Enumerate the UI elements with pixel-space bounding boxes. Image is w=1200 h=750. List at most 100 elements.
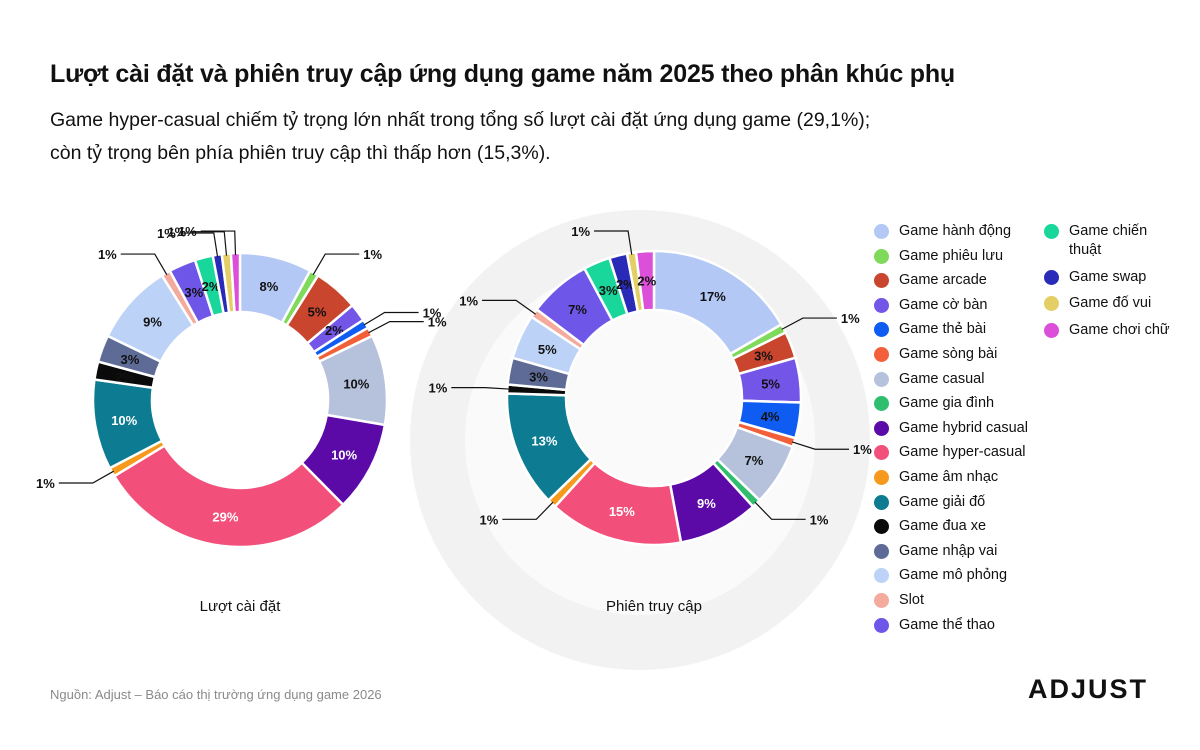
subtitle-line-1: Game hyper-casual chiếm tỷ trọng lớn nhấ…	[50, 109, 871, 131]
leader-line	[179, 232, 219, 257]
data-label: 1%	[167, 225, 186, 240]
legend-item: Game đố vui	[1044, 294, 1179, 313]
data-label: 1%	[429, 381, 448, 396]
data-label: 7%	[745, 453, 764, 468]
leader-line	[451, 386, 510, 390]
data-label: 1%	[423, 305, 442, 320]
data-label: 8%	[260, 279, 279, 294]
data-label: 10%	[331, 447, 357, 462]
legend-column-1: Game hành động Game phiêu lưu Game arcade G…	[874, 222, 1028, 640]
legend-swatch	[874, 568, 889, 584]
leader-line	[502, 501, 554, 520]
leader-line	[368, 321, 424, 334]
legend-label: Game thể thao	[899, 616, 995, 633]
legend-swatch	[874, 297, 889, 313]
data-label: 1%	[157, 226, 176, 241]
data-label: 9%	[143, 315, 162, 330]
legend-label: Game đua xe	[899, 518, 987, 535]
data-label: 1%	[428, 315, 447, 330]
legend-label: Slot	[899, 591, 924, 608]
data-label: 1%	[841, 311, 860, 326]
data-label: 1%	[853, 442, 872, 457]
data-label: 13%	[531, 433, 557, 448]
data-label: 1%	[98, 247, 117, 262]
data-label: 1%	[178, 224, 197, 239]
legend-label: Game gia đình	[899, 395, 995, 412]
legend-swatch	[874, 494, 889, 510]
legend-swatch	[874, 371, 889, 387]
legend-item: Game đua xe	[874, 517, 1028, 536]
legend-item: Game phiêu lưu	[874, 247, 1028, 266]
legend-swatch	[874, 543, 889, 559]
data-label: 1%	[480, 512, 499, 527]
data-label: 5%	[761, 377, 780, 392]
leader-line	[312, 253, 360, 276]
leader-line	[363, 311, 419, 326]
legend-label: Game mô phỏng	[899, 567, 1008, 584]
data-label: 9%	[697, 496, 716, 511]
legend-swatch	[1044, 269, 1059, 285]
legend-label: Game casual	[899, 370, 985, 387]
adjust-logo: ADJUST	[1028, 674, 1149, 704]
leader-line	[190, 231, 228, 256]
donut-slice	[112, 443, 345, 549]
data-label: 5%	[538, 342, 557, 357]
legend-label: Game hyper-casual	[899, 444, 1026, 461]
legend-label: Game hybrid casual	[899, 419, 1028, 436]
legend-item: Game cờ bàn	[874, 296, 1028, 315]
data-label: 15%	[609, 504, 635, 519]
installs-chart-caption: Lượt cài đặt	[199, 598, 281, 615]
legend-label: Game nhập vai	[899, 542, 998, 559]
legend-item: Game thẻ bài	[874, 320, 1028, 339]
data-label: 3%	[754, 349, 773, 364]
leader-line	[120, 253, 168, 276]
legend-swatch	[874, 420, 889, 436]
data-label: 3%	[529, 369, 548, 384]
data-label: 1%	[36, 476, 55, 491]
data-label: 29%	[212, 510, 238, 525]
legend-column-2: Game chiến thuật Game swap Game đố vui Game…	[1044, 222, 1179, 347]
legend-item: Game âm nhạc	[874, 468, 1028, 487]
legend-item: Game chơi chữ	[1044, 321, 1179, 340]
legend-item: Game gia đình	[874, 394, 1028, 413]
legend-swatch	[1044, 224, 1059, 239]
subtitle-line-2: còn tỷ trọng bên phía phiên truy cập thì…	[50, 142, 551, 164]
leader-line	[781, 317, 837, 330]
data-label: 10%	[343, 377, 369, 392]
legend-item: Game nhập vai	[874, 542, 1028, 561]
leader-line	[58, 470, 114, 484]
legend-item: Game chiến thuật	[1044, 222, 1179, 261]
data-label: 10%	[111, 413, 137, 428]
legend-item: Slot	[874, 591, 1028, 610]
data-label: 3%	[121, 352, 140, 367]
legend-swatch	[1044, 322, 1059, 338]
data-label: 3%	[599, 283, 618, 298]
data-label: 7%	[568, 302, 587, 317]
legend-label: Game hành động	[899, 223, 1012, 239]
legend-label: Game giải đố	[899, 493, 986, 510]
leader-line	[754, 501, 806, 520]
data-label: 17%	[700, 289, 726, 304]
data-label: 1%	[571, 224, 590, 239]
legend-label: Game chiến thuật	[1069, 223, 1148, 259]
data-label: 2%	[637, 274, 656, 289]
legend-swatch	[1044, 296, 1059, 312]
source-note: Nguồn: Adjust – Báo cáo thị trường ứng d…	[50, 687, 382, 702]
legend-label: Game đố vui	[1069, 295, 1152, 312]
leader-line	[594, 230, 633, 255]
data-label: 1%	[459, 293, 478, 308]
chart-title: Lượt cài đặt và phiên truy cập ứng dụng …	[50, 60, 955, 88]
data-label: 1%	[363, 247, 382, 262]
legend-label: Game âm nhạc	[899, 468, 999, 485]
leader-line	[791, 441, 850, 450]
legend-swatch	[874, 519, 889, 535]
legend-label: Game cờ bàn	[899, 296, 988, 313]
sessions-chart-caption: Phiên truy cập	[606, 598, 702, 615]
legend-item: Game arcade	[874, 271, 1028, 290]
legend-swatch	[874, 396, 889, 412]
data-label: 3%	[184, 285, 203, 300]
donut-chart-0: 8%1%5%2%1%1%10%10%29%1%10%2%3%9%1%3%2%1%…	[36, 224, 447, 549]
legend-label: Game phiêu lưu	[899, 247, 1004, 264]
legend-swatch	[874, 248, 889, 264]
